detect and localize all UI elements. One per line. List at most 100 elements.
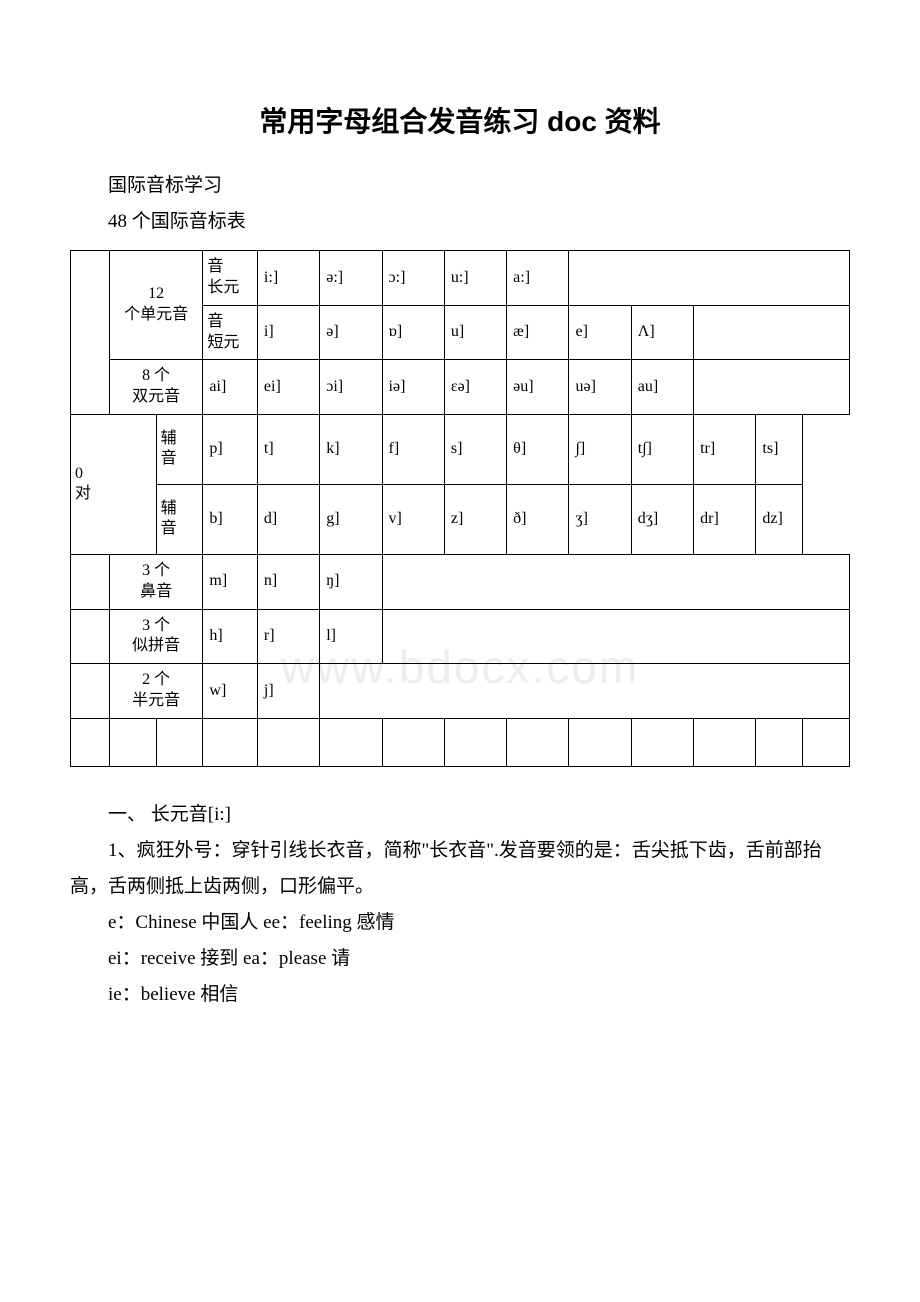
table-row: 8 个 双元音 ai] ei] ɔi] iə] ɛə] əu] uə] au] [71, 360, 850, 415]
cell-symbol: d] [257, 484, 319, 554]
cell-blank [382, 718, 444, 766]
cell-symbol: r] [257, 609, 319, 664]
cell-label: 12 个单元音 [109, 251, 202, 360]
cell-symbol: æ] [507, 305, 569, 360]
cell-symbol: au] [631, 360, 693, 415]
cell-blank [569, 718, 631, 766]
document-page: 常用字母组合发音练习 doc 资料 国际音标学习 48 个国际音标表 12 个单… [0, 0, 920, 1073]
cell-blank [156, 718, 203, 766]
cell-blank [694, 360, 850, 415]
cell-blank [507, 718, 569, 766]
cell-label: 音 长元 [203, 251, 258, 306]
cell-symbol: ɔ:] [382, 251, 444, 306]
cell-symbol: m] [203, 554, 258, 609]
cell-symbol: g] [320, 484, 382, 554]
cell-symbol: əu] [507, 360, 569, 415]
cell-blank [71, 554, 110, 609]
table-row: 辅 音 b] d] g] v] z] ð] ʒ] dʒ] dr] dz] [71, 484, 850, 554]
cell-symbol: j] [257, 664, 319, 719]
cell-blank [320, 718, 382, 766]
cell-label: 0 对 [71, 414, 157, 554]
intro-line-2: 48 个国际音标表 [70, 204, 850, 240]
cell-symbol: ə] [320, 305, 382, 360]
cell-text: 音 [207, 258, 223, 275]
cell-symbol: ts] [756, 414, 803, 484]
cell-symbol: ∫] [569, 414, 631, 484]
cell-symbol: w] [203, 664, 258, 719]
cell-label: 2 个 半元音 [109, 664, 202, 719]
body-text: e：Chinese 中国人 ee：feeling 感情 [70, 905, 850, 941]
cell-symbol: t∫] [631, 414, 693, 484]
cell-symbol: θ] [507, 414, 569, 484]
cell-blank [631, 718, 693, 766]
body-text: ei：receive 接到 ea：please 请 [70, 941, 850, 977]
cell-symbol: tr] [694, 414, 756, 484]
cell-blank [203, 718, 258, 766]
cell-text: 短元 [207, 334, 239, 351]
cell-symbol: ɛə] [444, 360, 506, 415]
cell-blank [71, 664, 110, 719]
cell-blank [382, 609, 849, 664]
cell-symbol: dr] [694, 484, 756, 554]
cell-symbol: ɒ] [382, 305, 444, 360]
cell-symbol: l] [320, 609, 382, 664]
cell-symbol: iə] [382, 360, 444, 415]
cell-label: 3 个 鼻音 [109, 554, 202, 609]
table-row: 3 个 鼻音 m] n] ŋ] [71, 554, 850, 609]
table-row: 0 对 辅 音 p] t] k] f] s] θ] ∫] t∫] tr] ts] [71, 414, 850, 484]
document-title: 常用字母组合发音练习 doc 资料 [70, 100, 850, 140]
table-row: 2 个 半元音 w] j] [71, 664, 850, 719]
cell-symbol: v] [382, 484, 444, 554]
ipa-table: 12 个单元音 音 长元 i:] ə:] ɔ:] u:] a:] 音 短元 i]… [70, 250, 850, 767]
table-row [71, 718, 850, 766]
cell-symbol: s] [444, 414, 506, 484]
cell-symbol: i] [257, 305, 319, 360]
cell-blank [694, 305, 850, 360]
cell-symbol: ʒ] [569, 484, 631, 554]
cell-label: 辅 音 [156, 414, 203, 484]
cell-symbol: b] [203, 484, 258, 554]
cell-label: 3 个 似拼音 [109, 609, 202, 664]
table-row: 3 个 似拼音 h] r] l] [71, 609, 850, 664]
cell-symbol: p] [203, 414, 258, 484]
table-row: 12 个单元音 音 长元 i:] ə:] ɔ:] u:] a:] [71, 251, 850, 306]
cell-symbol: ɔi] [320, 360, 382, 415]
cell-blank [444, 718, 506, 766]
cell-symbol: dz] [756, 484, 803, 554]
cell-symbol: z] [444, 484, 506, 554]
cell-text: 长元 [207, 279, 239, 296]
body-text: ie：believe 相信 [70, 977, 850, 1013]
cell-symbol: e] [569, 305, 631, 360]
cell-symbol: t] [257, 414, 319, 484]
cell-blank [109, 718, 156, 766]
cell-symbol: u] [444, 305, 506, 360]
cell-symbol: ei] [257, 360, 319, 415]
cell-symbol: n] [257, 554, 319, 609]
cell-symbol: f] [382, 414, 444, 484]
cell-blank [694, 718, 756, 766]
cell-blank [756, 718, 803, 766]
section-heading: 一、 长元音[i:] [70, 797, 850, 833]
cell-symbol: u:] [444, 251, 506, 306]
cell-text: 音 [207, 313, 223, 330]
cell-symbol: dʒ] [631, 484, 693, 554]
cell-label: 辅 音 [156, 484, 203, 554]
cell-label: 8 个 双元音 [109, 360, 202, 415]
cell-symbol: k] [320, 414, 382, 484]
cell-blank [257, 718, 319, 766]
cell-symbol: ə:] [320, 251, 382, 306]
cell-blank [71, 609, 110, 664]
cell-blank [569, 251, 850, 306]
cell-blank [71, 718, 110, 766]
cell-blank [803, 718, 850, 766]
cell-symbol: a:] [507, 251, 569, 306]
cell-symbol: uə] [569, 360, 631, 415]
cell-blank [71, 251, 110, 415]
cell-blank [382, 554, 849, 609]
cell-symbol: i:] [257, 251, 319, 306]
cell-symbol: ŋ] [320, 554, 382, 609]
cell-blank [320, 664, 850, 719]
cell-symbol: ai] [203, 360, 258, 415]
cell-label: 音 短元 [203, 305, 258, 360]
intro-line-1: 国际音标学习 [70, 168, 850, 204]
